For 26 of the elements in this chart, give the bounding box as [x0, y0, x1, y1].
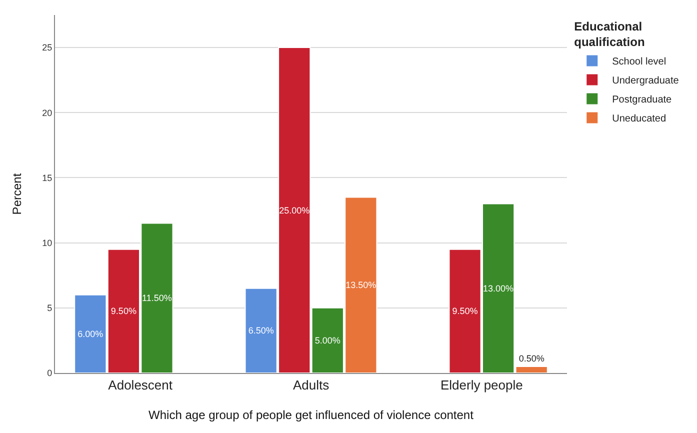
legend-label: Uneducated	[612, 114, 666, 125]
x-tick-label: Elderly people	[440, 378, 523, 393]
y-tick-label: 0	[47, 368, 52, 378]
data-label: 6.00%	[78, 328, 104, 339]
y-tick-label: 20	[42, 108, 52, 118]
y-tick-label: 25	[42, 42, 52, 53]
data-label: 9.50%	[452, 306, 478, 316]
legend-title: Educational qualification	[574, 20, 645, 50]
x-tick-label: Adolescent	[108, 378, 173, 393]
x-tick-label: Adults	[292, 378, 330, 393]
legend-label: School level	[612, 56, 666, 68]
x-axis-title: Which age group of people get influenced of violence content	[148, 408, 474, 422]
legend-label: Postgraduate	[612, 94, 672, 106]
y-tick-label: 15	[42, 172, 52, 183]
data-label: 25.00%	[279, 205, 310, 216]
data-label: 0.50%	[518, 353, 544, 364]
data-label: 11.50%	[142, 293, 172, 304]
y-tick-label: 5	[47, 303, 52, 314]
data-label: 9.50%	[110, 306, 136, 316]
legend-label: Undergraduate	[612, 76, 680, 87]
data-label: 5.00%	[314, 335, 340, 346]
y-tick-label: 10	[42, 238, 52, 248]
data-label: 13.00%	[483, 283, 514, 294]
y-axis-title: Percent	[10, 172, 24, 215]
data-label: 13.50%	[346, 280, 376, 290]
data-label: 6.50%	[248, 326, 274, 336]
